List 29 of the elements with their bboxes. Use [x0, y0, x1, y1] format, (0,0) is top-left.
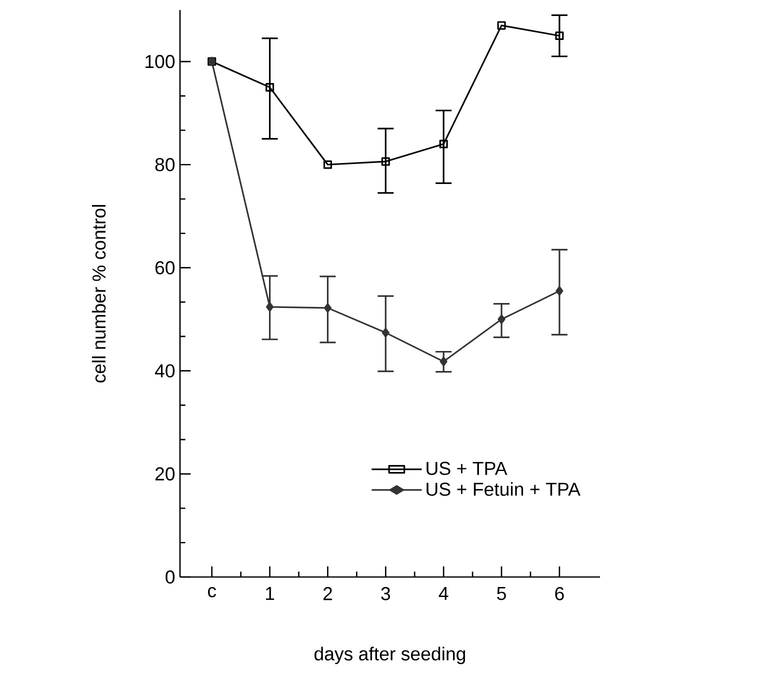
y-tick-label: 20 [155, 467, 175, 481]
point [555, 31, 564, 40]
y-tick-label: 100 [146, 54, 175, 68]
point [381, 157, 390, 166]
y-tick-label: 80 [155, 158, 175, 172]
x-tick-label: 2 [323, 587, 332, 600]
x-tick-label: 5 [497, 587, 506, 600]
y-axis-title: cell number % control [92, 205, 106, 382]
legend-label: US + TPA [426, 462, 508, 476]
x-tick-label: c [208, 587, 216, 598]
x-axis-title: days after seeding [314, 646, 466, 664]
x-tick-label: 3 [381, 587, 390, 600]
point [323, 160, 332, 169]
point [498, 314, 506, 324]
x-tick-label: 6 [555, 587, 564, 600]
point [440, 356, 448, 366]
point [324, 303, 332, 313]
legend-label: US + Fetuin + TPA [426, 482, 580, 496]
point [382, 328, 390, 338]
point [556, 286, 564, 296]
y-tick-label: 0 [166, 570, 175, 584]
x-tick-label: 1 [266, 587, 274, 600]
point [266, 83, 274, 92]
x-tick-label: 4 [438, 587, 448, 600]
point [497, 21, 506, 30]
y-tick-label: 40 [154, 364, 175, 378]
point [266, 302, 274, 312]
point [439, 140, 448, 148]
y-tick-label: 60 [155, 261, 175, 274]
